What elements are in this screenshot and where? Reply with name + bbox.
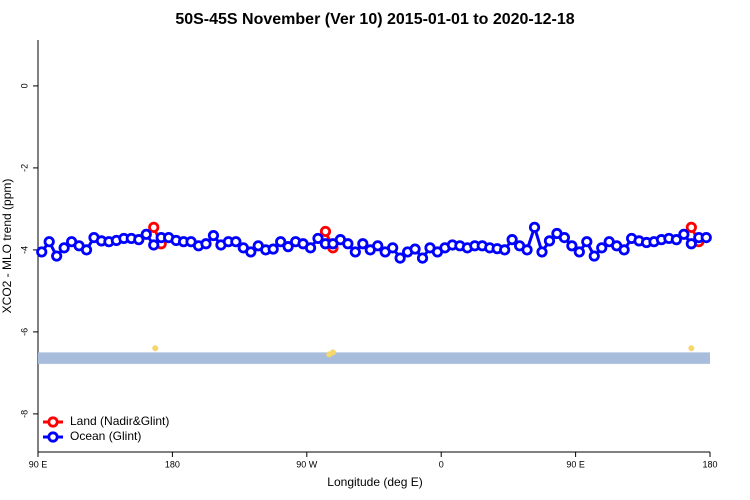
- data-point: [387, 242, 399, 254]
- band-marker: [152, 345, 159, 352]
- band-marker: [329, 349, 336, 356]
- data-point: [36, 246, 48, 258]
- x-tick-label: 180: [702, 459, 717, 469]
- data-point: [566, 240, 578, 252]
- y-tick-label: -2: [19, 164, 29, 172]
- data-point: [543, 235, 556, 247]
- chart-title: 50S-45S November (Ver 10) 2015-01-01 to …: [175, 11, 574, 28]
- x-axis-label: Longitude (deg E): [327, 475, 422, 489]
- legend-label: Ocean (Glint): [70, 429, 141, 443]
- y-tick-label: -6: [19, 328, 29, 336]
- data-point: [275, 236, 287, 248]
- x-tick-label: 90 E: [566, 459, 585, 469]
- band: [38, 352, 710, 364]
- data-point: [596, 242, 608, 254]
- x-tick-label: 180: [165, 459, 180, 469]
- data-point: [581, 236, 593, 248]
- data-point: [312, 232, 324, 245]
- data-point: [58, 242, 70, 254]
- band-marker: [688, 345, 695, 352]
- data-point: [521, 244, 533, 256]
- data-point: [245, 246, 257, 258]
- data-point: [133, 234, 145, 246]
- data-point: [282, 241, 294, 253]
- x-tick-label: 0: [439, 459, 444, 469]
- y-axis-label: XCO2 - MLO trend (ppm): [0, 179, 14, 314]
- x-tick-label: 90 E: [29, 459, 48, 469]
- data-point: [342, 238, 354, 250]
- data-point: [685, 238, 697, 250]
- data-point: [685, 221, 697, 233]
- data-point: [409, 243, 421, 255]
- y-tick-label: -4: [19, 246, 29, 254]
- data-point: [80, 244, 93, 256]
- data-point: [349, 246, 361, 258]
- data-point: [43, 236, 55, 248]
- x-tick-label: 90 W: [296, 459, 318, 469]
- data-point: [357, 238, 369, 250]
- data-point: [148, 239, 160, 251]
- data-point: [148, 221, 160, 233]
- data-point: [140, 228, 152, 240]
- data-point: [558, 231, 571, 244]
- data-point: [372, 240, 384, 252]
- data-point: [678, 228, 690, 240]
- data-point: [506, 234, 518, 246]
- y-tick-label: 0: [19, 83, 29, 88]
- data-point: [207, 229, 220, 242]
- data-point: [416, 252, 429, 264]
- data-point: [499, 244, 511, 256]
- data-point: [618, 244, 630, 256]
- data-point: [200, 238, 212, 250]
- legend-marker: [47, 431, 59, 443]
- data-point: [670, 234, 683, 246]
- data-point: [51, 250, 63, 262]
- data-point: [267, 243, 279, 255]
- data-point: [700, 231, 712, 244]
- data-point: [394, 252, 406, 264]
- data-point: [304, 242, 317, 254]
- y-tick-label: -8: [19, 410, 29, 418]
- data-point: [230, 236, 242, 248]
- data-point: [536, 246, 548, 258]
- data-point: [319, 225, 332, 238]
- data-point: [588, 250, 600, 262]
- legend-label: Land (Nadir&Glint): [70, 414, 169, 428]
- data-point: [528, 221, 541, 233]
- legend-marker: [47, 416, 59, 428]
- data-point: [573, 246, 585, 258]
